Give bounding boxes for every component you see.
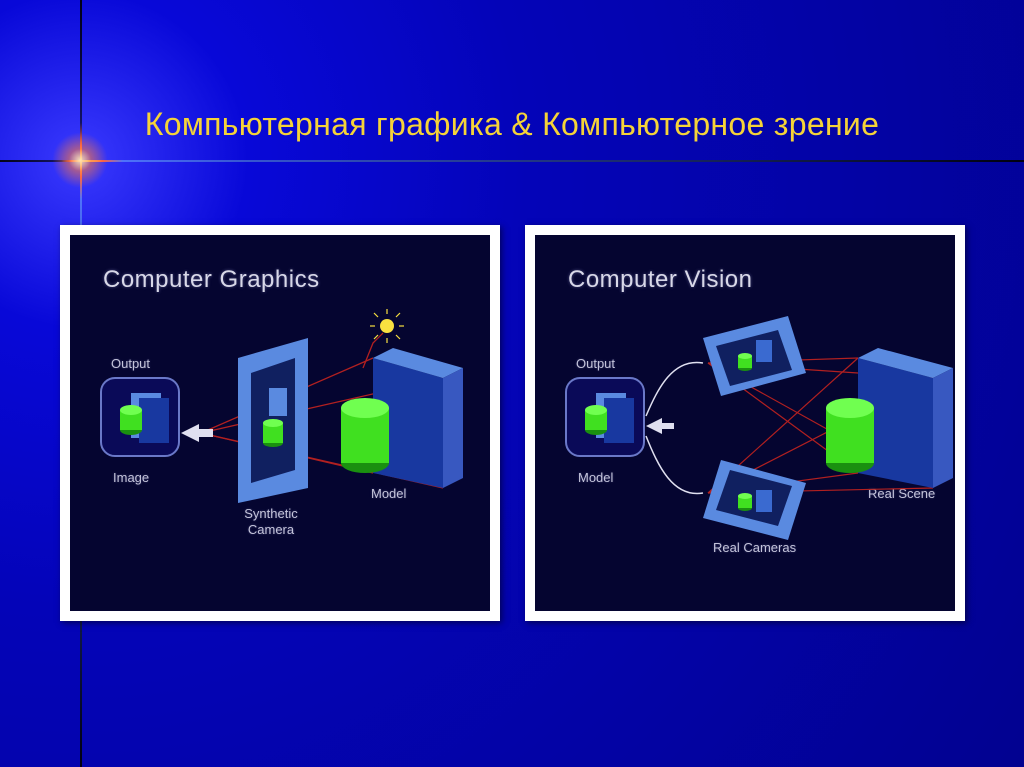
graphics-panel: Computer Graphics Output Image Synthetic… — [70, 235, 490, 611]
output-box-vision-icon — [566, 378, 644, 456]
panel-row: Computer Graphics Output Image Synthetic… — [60, 225, 965, 621]
top-camera-icon — [703, 316, 806, 396]
slide-title: Компьютерная графика & Компьютерное зрен… — [0, 106, 1024, 143]
output-box-icon — [101, 378, 179, 456]
light-bulb-icon — [370, 309, 404, 343]
camera-plane-icon — [238, 338, 308, 503]
model-object-icon — [341, 348, 463, 488]
vision-diagram — [538, 238, 978, 608]
left-arrow-vision-icon — [646, 418, 674, 434]
horizontal-accent-line — [0, 160, 1024, 162]
graphics-diagram — [73, 238, 513, 608]
left-arrow-icon — [181, 424, 213, 442]
vision-panel-frame: Computer Vision Output Model Real Camera… — [525, 225, 965, 621]
graphics-panel-frame: Computer Graphics Output Image Synthetic… — [60, 225, 500, 621]
bottom-camera-icon — [703, 460, 806, 540]
vision-panel: Computer Vision Output Model Real Camera… — [535, 235, 955, 611]
slide: Компьютерная графика & Компьютерное зрен… — [0, 0, 1024, 767]
